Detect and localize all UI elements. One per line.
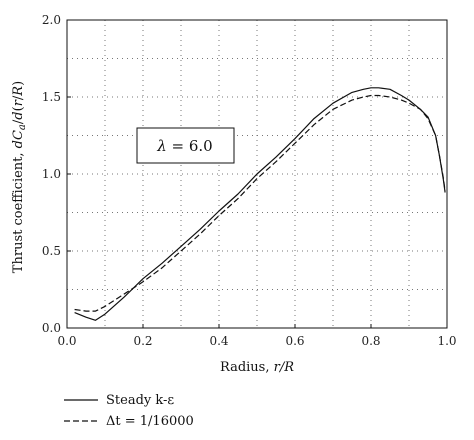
y-tick-label: 2.0	[42, 13, 61, 27]
x-tick-label: 1.0	[437, 334, 456, 348]
tick-labels: 0.0 0.2 0.4 0.6 0.8 1.0 0.0 0.5 1.0 1.5 2.0	[42, 13, 457, 348]
y-tick-label: 1.5	[42, 90, 61, 104]
x-tick-label: 0.6	[285, 334, 304, 348]
y-tick-label: 0.0	[42, 321, 61, 335]
annotation-box: λ = 6.0	[136, 127, 235, 164]
x-tick-label: 0.4	[209, 334, 228, 348]
y-axis-label: Thrust coefficient, dCa/d(r/R)	[11, 81, 28, 273]
x-tick-label: 0.8	[361, 334, 380, 348]
legend-label-dt: Δt = 1/16000	[106, 414, 194, 429]
y-tick-label: 1.0	[42, 167, 61, 181]
lambda-annotation: λ = 6.0	[156, 137, 212, 155]
y-tick-label: 0.5	[42, 244, 61, 258]
series-lines	[74, 87, 446, 321]
x-tick-label: 0.2	[133, 334, 152, 348]
series-line-1	[74, 87, 446, 321]
x-tick-label: 0.0	[57, 334, 76, 348]
legend-label-steady: Steady k-ε	[106, 393, 174, 408]
x-axis-label: Radius, r/R	[220, 360, 294, 375]
legend: Steady k-ε Δt = 1/16000	[64, 393, 194, 429]
series-line-2	[74, 94, 446, 312]
